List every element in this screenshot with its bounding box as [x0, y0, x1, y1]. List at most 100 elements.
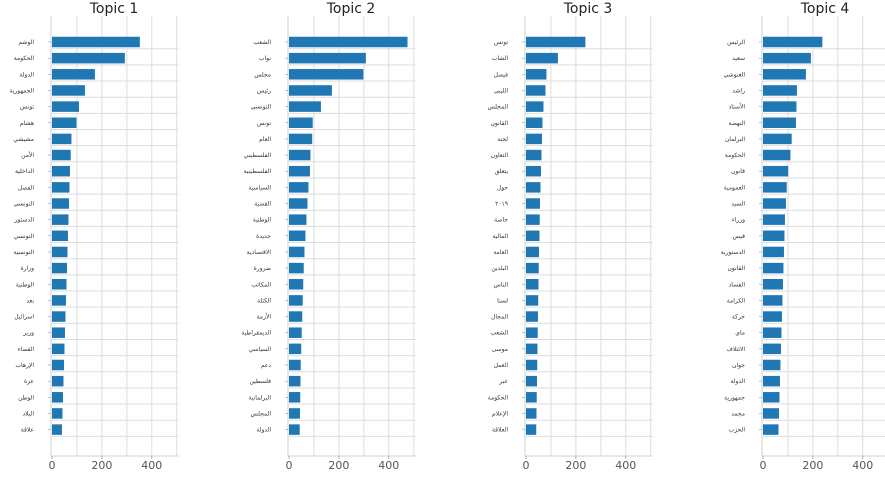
y-tick-label: الشعب [253, 39, 271, 46]
y-tick-label: البرلمان [725, 136, 745, 143]
bar [526, 165, 541, 177]
bar [289, 230, 306, 242]
y-tick-label: التونسية [14, 249, 35, 256]
bar [289, 101, 321, 112]
bar [52, 295, 66, 306]
y-tick-label: الجمهورية [10, 87, 35, 94]
y-tick-label: المجال [491, 314, 508, 321]
bar [526, 69, 547, 80]
y-tick-label: عبر [498, 378, 508, 385]
y-tick-label: المالية [492, 233, 508, 240]
bar [526, 133, 542, 145]
bar [526, 182, 541, 193]
y-tick-label: علاقة [21, 427, 34, 434]
bar [763, 69, 806, 80]
y-tick-label: تونس [494, 39, 508, 46]
bar [526, 392, 537, 403]
bar [526, 424, 537, 435]
bar [763, 52, 811, 64]
y-tick-label: بعد [26, 297, 34, 304]
bar [289, 69, 364, 80]
bar [52, 327, 65, 338]
x-tick-label: 400 [852, 459, 873, 472]
bar [52, 359, 64, 371]
bar [52, 165, 70, 177]
y-tick-label: دعم [261, 362, 272, 369]
y-tick-label: الإعلام [492, 410, 508, 417]
bar [289, 279, 304, 290]
x-tick-label: 0 [760, 459, 767, 472]
y-tick-label: وزير [22, 330, 34, 337]
y-tick-label: اسرائيل [14, 314, 34, 321]
bar [763, 133, 792, 145]
bar [526, 246, 539, 258]
x-tick-label: 200 [565, 459, 586, 472]
y-tick-label: جديدة [256, 233, 271, 240]
y-tick-label: السيد [731, 201, 745, 208]
bar [526, 36, 586, 48]
x-tick-label: 200 [328, 459, 349, 472]
bar [526, 198, 540, 209]
bar [763, 262, 784, 274]
y-tick-label: تونس [20, 104, 34, 111]
y-tick-label: لسنا [497, 297, 508, 304]
panel-title: Topic 3 [563, 1, 613, 17]
y-tick-label: لجنة [497, 136, 508, 143]
panel-title: Topic 2 [326, 1, 376, 17]
y-tick-label: هشام [20, 120, 34, 127]
y-tick-label: مجلس [254, 71, 271, 78]
bar [526, 230, 540, 242]
bar [289, 36, 408, 48]
y-tick-label: القضاء [18, 346, 35, 353]
y-tick-label: التعاون [491, 152, 509, 159]
bar [289, 343, 302, 355]
y-tick-label: تونس [257, 120, 271, 127]
bar [52, 101, 79, 112]
bar [763, 311, 782, 322]
bar [763, 359, 781, 371]
bar [52, 117, 77, 128]
bar [526, 295, 539, 306]
y-tick-label: التونسي [14, 201, 35, 208]
bar [289, 149, 311, 161]
y-tick-label: راشد [732, 87, 745, 94]
x-tick-label: 0 [49, 459, 56, 472]
y-tick-label: ضرورة [254, 265, 271, 272]
bar [52, 69, 95, 80]
bar [289, 133, 313, 145]
panel-title: Topic 4 [800, 1, 850, 17]
bar [289, 375, 301, 387]
bar [52, 392, 63, 403]
bar [763, 327, 782, 338]
y-tick-label: حول [497, 184, 508, 191]
bar [52, 279, 67, 290]
bar [289, 182, 309, 193]
y-tick-label: فيصل [494, 71, 509, 78]
y-tick-label: العمل [494, 362, 509, 369]
bar [526, 262, 539, 274]
bar [52, 198, 69, 209]
bar [526, 101, 544, 112]
y-tick-label: الحكومة [14, 55, 35, 62]
y-tick-label: الدستور [14, 217, 35, 224]
bar [763, 149, 791, 161]
y-tick-label: السياسية [248, 184, 271, 191]
x-tick-label: 200 [91, 459, 112, 472]
bar [52, 343, 65, 355]
y-tick-label: القانون [727, 265, 745, 272]
bar [526, 311, 538, 322]
bar [526, 408, 537, 419]
y-tick-label: الفلسطينية [244, 168, 272, 175]
bar [763, 424, 779, 435]
bar [289, 198, 308, 209]
y-tick-label: الأزمة [257, 313, 272, 321]
y-tick-label: ماي [735, 330, 745, 337]
y-tick-label: يتعلق [495, 168, 509, 175]
y-tick-label: وزراء [732, 217, 745, 224]
y-tick-label: مشيشي [13, 136, 34, 143]
bar [289, 327, 302, 338]
bar [289, 392, 301, 403]
topic-panel-3: Topic 3 تونس الشاب فيصل الليبي المجلس القانون ل… [488, 1, 653, 472]
bar [526, 327, 538, 338]
